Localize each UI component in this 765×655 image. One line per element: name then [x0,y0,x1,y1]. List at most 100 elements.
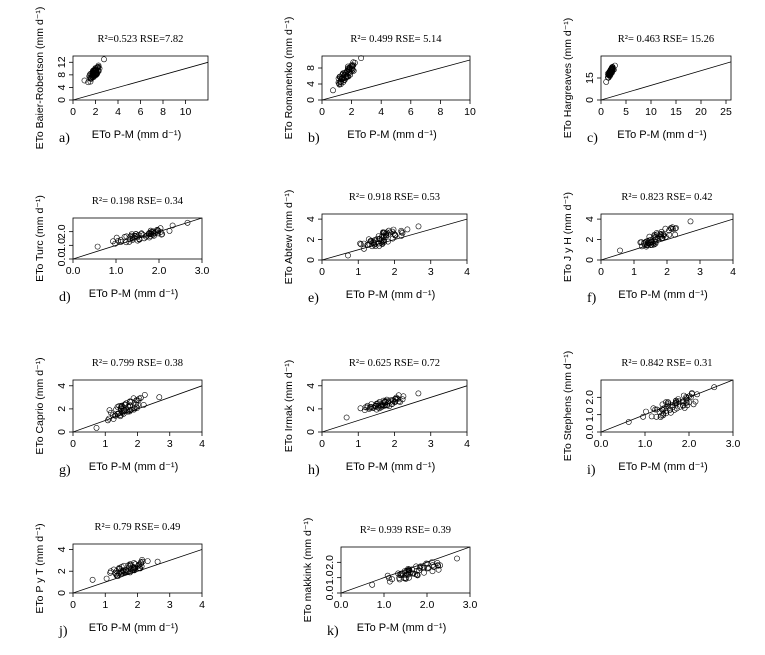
data-point [389,400,396,407]
data-point [390,226,397,233]
y-axis-label: ETo Hargreaves (mm d⁻¹) [562,18,574,138]
x-tick-label: 2.0 [420,599,435,611]
data-point [141,235,148,242]
data-point [403,567,410,574]
data-point [81,77,88,84]
data-point [396,576,403,583]
x-tick-label: 0 [598,266,604,278]
x-tick-label: 4 [199,438,205,450]
data-point [112,570,119,576]
stats-label: R²= 0.842 RSE= 0.31 [621,358,712,369]
y-tick-label: 4 [305,383,317,389]
data-point [658,412,665,419]
data-point [398,232,405,239]
x-tick-label: 0 [319,266,325,278]
one-to-one-line [322,59,470,100]
one-to-one-line [601,218,733,260]
stats-label: R²= 0.198 RSE= 0.34 [92,196,184,207]
y-tick-label: 2.0 [324,555,336,570]
x-tick-label: 1 [631,266,637,278]
data-point [435,566,442,573]
y-tick-label: 2 [56,568,68,574]
y-tick-label: 4 [305,216,317,222]
data-point [405,566,411,572]
data-point [688,394,694,400]
x-tick-label: 10 [645,106,657,118]
data-point [642,239,649,246]
data-point [651,231,658,238]
data-point [638,239,645,246]
x-tick-label: 0.0 [334,599,349,611]
y-axis-label: ETo Stephens (mm d⁻¹) [562,351,574,462]
data-point [399,229,406,236]
x-tick-label: 0 [598,106,604,118]
panel-letter: i) [587,463,596,478]
data-point [132,401,139,407]
plot-frame [321,55,471,101]
stats-label: R²= 0.463 RSE= 15.26 [618,34,714,45]
data-point [118,571,124,578]
data-point [148,228,155,235]
one-to-one-line [601,380,733,432]
y-tick-label: 12 [56,56,68,68]
data-point [683,398,690,405]
y-axis-label: ETo makkink (mm d⁻¹) [302,518,314,623]
x-tick-label: 0.0 [66,265,81,277]
data-point [384,572,391,579]
data-point [639,243,645,250]
data-point [357,240,363,247]
y-axis-label: ETo J y H (mm d⁻¹) [562,192,574,282]
data-point [437,562,443,569]
panel-letter: b) [308,131,320,146]
x-tick-label: 4 [464,438,470,450]
data-point [133,403,140,410]
data-point [350,59,357,66]
data-point [666,231,673,238]
data-point [93,424,100,431]
data-point [358,55,364,61]
data-point [414,572,421,579]
data-point [330,87,336,94]
y-tick-label: 2 [584,236,596,242]
one-to-one-line [322,218,467,260]
x-tick-label: 15 [670,106,682,118]
data-point [154,558,161,565]
data-point [435,562,441,569]
stats-label: R²= 0.499 RSE= 5.14 [350,34,442,45]
data-point [373,406,380,413]
data-point [121,408,127,414]
data-point [625,419,632,425]
data-point [369,581,376,588]
data-point [105,417,111,424]
data-point [93,70,100,77]
panel-letter: c) [587,131,598,146]
data-point [646,233,653,240]
data-point [156,394,163,401]
data-point [133,231,139,237]
y-tick-label: 2.0 [584,390,596,405]
data-point [382,399,389,406]
data-point [107,568,114,575]
y-tick-label: 8 [56,72,68,78]
data-point [382,402,389,408]
data-point [643,408,649,415]
data-point [112,412,118,419]
x-tick-label: 8 [437,106,443,118]
data-point [131,565,138,572]
one-to-one-line [601,61,731,100]
data-point [421,569,427,576]
y-tick-label: 0 [56,97,68,103]
data-point [679,399,686,406]
panel-a: 0 2 4 6 8 10 0 4 8 12 R²=0.523 RSE=7.82 ETo Baier-R… [34,7,209,149]
y-tick-label: 8 [305,65,317,71]
data-point [660,412,666,419]
data-point [345,66,352,72]
data-point [652,239,659,245]
data-point [130,395,137,402]
panel-letter: g) [59,463,71,478]
data-point [138,230,145,237]
data-point [406,574,412,581]
data-point [115,237,122,244]
x-axis-label: ETo P-M (mm d⁻¹) [346,461,436,473]
